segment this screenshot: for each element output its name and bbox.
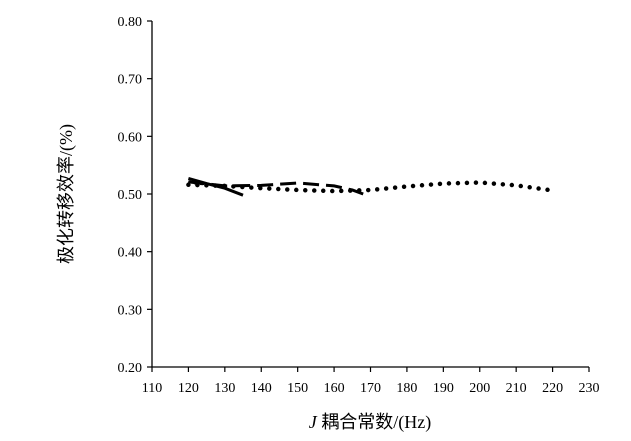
x-tick-label: 110 [142,381,162,396]
y-ticks: 0.20 0.30 0.40 0.50 0.60 0.70 0.80 [118,15,152,376]
x-axis-label-text: 耦合常数/(Hz) [317,412,431,433]
x-tick-label: 130 [214,381,235,396]
axes [151,21,589,368]
x-tick-label: 180 [396,381,417,396]
y-axis-label: 极化转移效率/(%) [56,124,77,264]
y-tick-label: 0.30 [118,303,143,318]
x-tick-label: 140 [251,381,272,396]
x-tick-label: 200 [469,381,490,396]
x-axis-label-prefix: J [309,412,318,432]
y-tick-label: 0.50 [118,188,143,203]
y-tick-label: 0.20 [118,361,143,376]
x-tick-label: 190 [433,381,454,396]
x-tick-label: 210 [506,381,527,396]
x-axis-label: J 耦合常数/(Hz) [309,412,431,433]
x-tick-label: 230 [579,381,600,396]
x-tick-label: 170 [360,381,381,396]
y-tick-label: 0.40 [118,246,143,261]
series-group [186,176,555,197]
x-tick-label: 160 [324,381,345,396]
x-ticks: 110 120 130 140 150 160 170 180 190 200 210 220 230 [142,367,600,396]
x-tick-label: 150 [287,381,308,396]
series-line-4 [186,180,555,194]
x-tick-label: 220 [542,381,563,396]
y-tick-label: 0.70 [118,73,143,88]
x-tick-label: 120 [178,381,199,396]
y-tick-label: 0.80 [118,15,143,30]
y-tick-label: 0.60 [118,130,143,145]
